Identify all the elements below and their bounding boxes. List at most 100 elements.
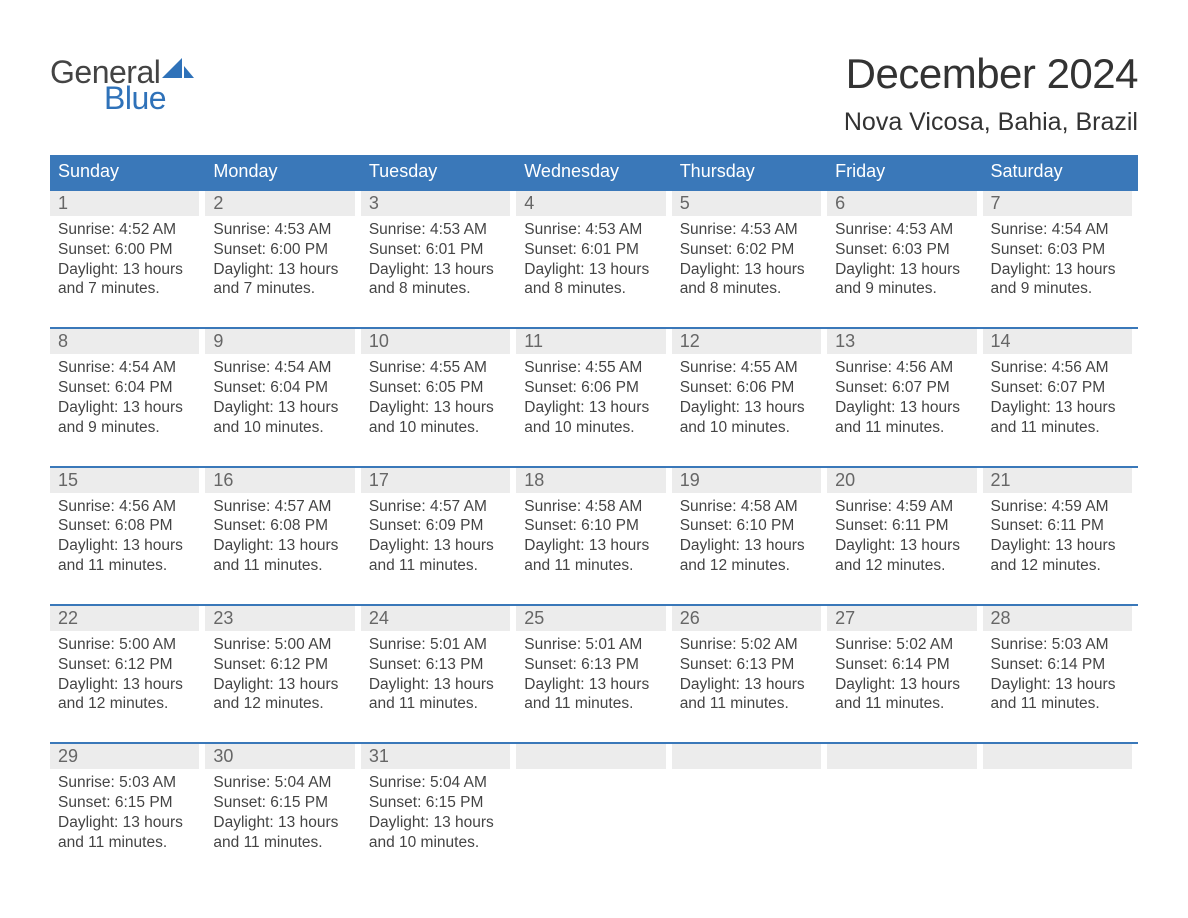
- sunset-text: Sunset: 6:02 PM: [680, 240, 821, 260]
- sunset-text: Sunset: 6:07 PM: [991, 378, 1132, 398]
- day-cell: 16 Sunrise: 4:57 AMSunset: 6:08 PMDayligh…: [205, 468, 360, 576]
- daylight-line1: Daylight: 13 hours: [680, 536, 821, 556]
- daylight-line1: Daylight: 13 hours: [369, 813, 510, 833]
- day-cell: 2Sunrise: 4:53 AMSunset: 6:00 PMDaylight…: [205, 191, 360, 299]
- daylight-line1: Daylight: 13 hours: [58, 536, 199, 556]
- sunset-text: Sunset: 6:08 PM: [58, 516, 199, 536]
- day-cell: 29Sunrise: 5:03 AMSunset: 6:15 PMDayligh…: [50, 744, 205, 852]
- sunset-text: Sunset: 6:05 PM: [369, 378, 510, 398]
- day-number: 22: [50, 606, 199, 631]
- daylight-line2: and 11 minutes.: [369, 694, 510, 714]
- day-number: 11: [516, 329, 665, 354]
- day-number: [516, 744, 665, 769]
- day-body: Sunrise: 4:54 AMSunset: 6:03 PMDaylight:…: [983, 216, 1132, 299]
- sunrise-text: Sunrise: 5:01 AM: [369, 635, 510, 655]
- sunrise-text: Sunrise: 4:58 AM: [524, 497, 665, 517]
- daylight-line1: Daylight: 13 hours: [991, 398, 1132, 418]
- sunrise-text: Sunrise: 4:54 AM: [58, 358, 199, 378]
- day-number: 28: [983, 606, 1132, 631]
- daylight-line2: and 10 minutes.: [524, 418, 665, 438]
- day-number: 10: [361, 329, 510, 354]
- sunrise-text: Sunrise: 5:03 AM: [991, 635, 1132, 655]
- sunrise-text: Sunrise: 5:00 AM: [213, 635, 354, 655]
- sunset-text: Sunset: 6:15 PM: [58, 793, 199, 813]
- calendar: Sunday Monday Tuesday Wednesday Thursday…: [50, 155, 1138, 853]
- day-number: 16: [205, 468, 354, 493]
- day-cell: 9Sunrise: 4:54 AMSunset: 6:04 PMDaylight…: [205, 329, 360, 437]
- daylight-line2: and 11 minutes.: [680, 694, 821, 714]
- day-body: Sunrise: 5:01 AMSunset: 6:13 PMDaylight:…: [361, 631, 510, 714]
- day-cell: 20Sunrise: 4:59 AMSunset: 6:11 PMDayligh…: [827, 468, 982, 576]
- day-number: 24: [361, 606, 510, 631]
- daylight-line2: and 11 minutes.: [58, 556, 199, 576]
- day-number: 12: [672, 329, 821, 354]
- daylight-line2: and 11 minutes.: [213, 556, 354, 576]
- day-body: Sunrise: 4:58 AMSunset: 6:10 PMDaylight:…: [516, 493, 665, 576]
- sunset-text: Sunset: 6:04 PM: [213, 378, 354, 398]
- week-row: 8Sunrise: 4:54 AMSunset: 6:04 PMDaylight…: [50, 327, 1138, 437]
- dow-sunday: Sunday: [50, 155, 205, 189]
- day-body: Sunrise: 4:54 AMSunset: 6:04 PMDaylight:…: [50, 354, 199, 437]
- day-cell: 22Sunrise: 5:00 AMSunset: 6:12 PMDayligh…: [50, 606, 205, 714]
- sunrise-text: Sunrise: 4:58 AM: [680, 497, 821, 517]
- sunset-text: Sunset: 6:11 PM: [991, 516, 1132, 536]
- day-number: 29: [50, 744, 199, 769]
- day-body: [516, 769, 665, 779]
- sunset-text: Sunset: 6:15 PM: [369, 793, 510, 813]
- sunrise-text: Sunrise: 4:54 AM: [213, 358, 354, 378]
- day-number: 18: [516, 468, 665, 493]
- day-body: Sunrise: 4:59 AMSunset: 6:11 PMDaylight:…: [983, 493, 1132, 576]
- sunset-text: Sunset: 6:15 PM: [213, 793, 354, 813]
- daylight-line1: Daylight: 13 hours: [213, 536, 354, 556]
- daylight-line1: Daylight: 13 hours: [213, 813, 354, 833]
- day-body: [827, 769, 976, 779]
- day-cell: 31Sunrise: 5:04 AMSunset: 6:15 PMDayligh…: [361, 744, 516, 852]
- sunset-text: Sunset: 6:13 PM: [524, 655, 665, 675]
- daylight-line2: and 8 minutes.: [524, 279, 665, 299]
- day-body: Sunrise: 4:56 AMSunset: 6:07 PMDaylight:…: [827, 354, 976, 437]
- day-body: Sunrise: 4:53 AMSunset: 6:03 PMDaylight:…: [827, 216, 976, 299]
- day-cell: 30Sunrise: 5:04 AMSunset: 6:15 PMDayligh…: [205, 744, 360, 852]
- day-cell: 28Sunrise: 5:03 AMSunset: 6:14 PMDayligh…: [983, 606, 1138, 714]
- daylight-line2: and 11 minutes.: [991, 418, 1132, 438]
- calendar-page: General Blue December 2024 Nova Vicosa, …: [0, 0, 1188, 893]
- day-body: Sunrise: 4:53 AMSunset: 6:00 PMDaylight:…: [205, 216, 354, 299]
- day-body: [983, 769, 1132, 779]
- day-body: Sunrise: 5:02 AMSunset: 6:13 PMDaylight:…: [672, 631, 821, 714]
- daylight-line2: and 12 minutes.: [835, 556, 976, 576]
- day-cell: 25Sunrise: 5:01 AMSunset: 6:13 PMDayligh…: [516, 606, 671, 714]
- daylight-line1: Daylight: 13 hours: [991, 536, 1132, 556]
- logo: General Blue: [50, 56, 194, 114]
- day-body: Sunrise: 5:03 AMSunset: 6:14 PMDaylight:…: [983, 631, 1132, 714]
- day-number: 21: [983, 468, 1132, 493]
- day-number: 30: [205, 744, 354, 769]
- sunrise-text: Sunrise: 4:56 AM: [835, 358, 976, 378]
- daylight-line2: and 9 minutes.: [58, 418, 199, 438]
- daylight-line2: and 11 minutes.: [835, 694, 976, 714]
- sunrise-text: Sunrise: 4:55 AM: [369, 358, 510, 378]
- day-number: 2: [205, 191, 354, 216]
- sunrise-text: Sunrise: 4:57 AM: [213, 497, 354, 517]
- daylight-line1: Daylight: 13 hours: [369, 398, 510, 418]
- sunrise-text: Sunrise: 4:53 AM: [524, 220, 665, 240]
- daylight-line1: Daylight: 13 hours: [835, 536, 976, 556]
- sunset-text: Sunset: 6:08 PM: [213, 516, 354, 536]
- sunset-text: Sunset: 6:01 PM: [369, 240, 510, 260]
- sunset-text: Sunset: 6:07 PM: [835, 378, 976, 398]
- day-cell: 6Sunrise: 4:53 AMSunset: 6:03 PMDaylight…: [827, 191, 982, 299]
- sunrise-text: Sunrise: 4:53 AM: [213, 220, 354, 240]
- day-cell: 3Sunrise: 4:53 AMSunset: 6:01 PMDaylight…: [361, 191, 516, 299]
- day-cell: 13Sunrise: 4:56 AMSunset: 6:07 PMDayligh…: [827, 329, 982, 437]
- day-number: 6: [827, 191, 976, 216]
- week-spacer: [50, 576, 1138, 604]
- day-number: 8: [50, 329, 199, 354]
- sunset-text: Sunset: 6:06 PM: [680, 378, 821, 398]
- day-body: Sunrise: 5:00 AMSunset: 6:12 PMDaylight:…: [50, 631, 199, 714]
- day-body: Sunrise: 4:54 AMSunset: 6:04 PMDaylight:…: [205, 354, 354, 437]
- week-row: 22Sunrise: 5:00 AMSunset: 6:12 PMDayligh…: [50, 604, 1138, 714]
- daylight-line1: Daylight: 13 hours: [524, 675, 665, 695]
- dow-wednesday: Wednesday: [516, 155, 671, 189]
- sunrise-text: Sunrise: 4:56 AM: [58, 497, 199, 517]
- day-number: 14: [983, 329, 1132, 354]
- sunrise-text: Sunrise: 5:00 AM: [58, 635, 199, 655]
